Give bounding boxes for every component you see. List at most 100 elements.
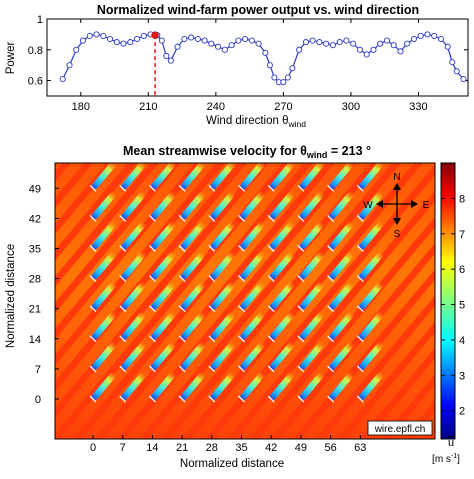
turbine-rotor	[148, 275, 156, 283]
turbine-wake	[240, 221, 265, 250]
turbine-rotor	[297, 365, 305, 373]
turbine-wake	[359, 251, 384, 280]
turbine-rotor	[119, 395, 127, 403]
turbine-wake	[151, 342, 176, 370]
heatmap-stripe	[55, 163, 291, 439]
turbine-rotor	[327, 305, 335, 313]
turbine-rotor	[297, 245, 305, 252]
compass-west-arrow	[376, 200, 383, 208]
heatmap-title-tail: = 213 °	[327, 144, 371, 158]
turbine-rotor	[297, 305, 305, 313]
heatmap-y-ticks: 0 7 14 21 28 35 42 49	[29, 183, 59, 406]
turbine-wake	[359, 281, 384, 310]
turbine-wake	[299, 342, 324, 370]
power-point	[248, 37, 255, 44]
colorbar-unit-sup: -1	[451, 453, 457, 460]
turbine-wake	[269, 281, 295, 310]
turbine-wake	[359, 221, 384, 250]
turbine-wake	[91, 342, 117, 370]
power-point	[201, 37, 208, 44]
turbine-rotor	[89, 245, 97, 252]
top-xtick-label: 270	[274, 101, 292, 113]
turbine-wake	[299, 251, 324, 280]
turbine-rotor	[238, 395, 245, 403]
turbine-rotor	[119, 305, 127, 313]
heatmap-stripe	[55, 163, 181, 439]
turbine-rotor	[356, 305, 364, 313]
heatmap-xtick-label: 49	[295, 442, 307, 454]
turbine-rotor	[178, 245, 186, 252]
turbine-rotor	[148, 335, 156, 343]
top-xtick-label: 210	[139, 101, 157, 113]
turbine-rotor	[119, 184, 127, 192]
heatmap-xtick-label: 21	[176, 442, 188, 454]
power-point	[194, 35, 201, 43]
turbine-rotor	[89, 395, 97, 403]
turbine-wake	[91, 372, 117, 400]
turbine-wake	[359, 372, 384, 400]
turbine-rotor	[89, 365, 97, 373]
turbine-wake	[180, 342, 206, 370]
turbine-wake	[180, 163, 206, 190]
turbine-wake	[91, 163, 117, 190]
colorbar-tick-label: 7	[459, 229, 465, 241]
turbine-rotor	[356, 184, 364, 192]
heatmap-ytick-label: 21	[29, 304, 41, 316]
turbine-wake	[329, 281, 354, 310]
colorbar-label: u	[448, 437, 454, 449]
heatmap-stripe	[55, 163, 379, 439]
turbine-wake	[151, 163, 176, 190]
power-point	[181, 35, 188, 43]
top-chart-title: Normalized wind-farm power output vs. wi…	[97, 3, 419, 17]
turbine-wake	[269, 311, 295, 340]
turbine-rotor	[267, 335, 275, 343]
power-point	[134, 35, 141, 43]
heatmap-ytick-label: 42	[29, 213, 41, 225]
power-point	[262, 49, 269, 56]
turbine-rotor	[267, 214, 275, 222]
heatmap-stripe	[55, 163, 159, 439]
compass-east-arrow	[411, 200, 418, 208]
turbine-rotor	[356, 214, 364, 222]
turbine-rotor	[356, 245, 364, 252]
turbine-rotor	[267, 365, 275, 373]
turbine-wake	[151, 191, 176, 220]
turbine-rotor	[208, 335, 216, 343]
power-point	[215, 43, 222, 50]
turbine-rotor	[267, 184, 275, 192]
turbine-rotor	[89, 305, 97, 313]
turbine-rotor	[119, 214, 127, 222]
heatmap-stripe	[55, 163, 203, 439]
turbine-rotor	[178, 305, 186, 313]
turbine-rotor	[178, 184, 186, 192]
top-ytick-label: 0.8	[28, 45, 43, 57]
turbine-rotor	[356, 335, 364, 343]
turbine-rotor	[238, 245, 245, 252]
heatmap-ytick-label: 7	[35, 364, 41, 376]
turbine-rotor	[297, 395, 305, 403]
colorbar-unit-main: [m s	[432, 454, 451, 465]
turbine-rotor	[178, 365, 186, 373]
turbine-wake	[180, 281, 206, 310]
power-point	[106, 35, 114, 43]
turbine-rotor	[148, 214, 156, 222]
colorbar-tick-label: 8	[459, 193, 465, 205]
turbine-wake	[359, 163, 384, 190]
heatmap-stripe	[278, 163, 435, 439]
turbine-rotor	[148, 245, 156, 252]
heatmap-field	[55, 163, 435, 439]
heatmap-frame	[54, 162, 436, 440]
colorbar-tick-label: 5	[459, 300, 465, 312]
turbine-rotor	[297, 214, 305, 222]
turbine-wake	[240, 311, 265, 340]
power-point	[417, 32, 424, 39]
power-point	[140, 32, 147, 39]
turbine-wake	[329, 342, 354, 370]
colorbar-tick-label: 4	[459, 335, 465, 347]
power-point	[163, 52, 170, 60]
turbine-wake	[269, 191, 295, 220]
top-ytick-label: 1	[37, 14, 43, 26]
turbine-rotor	[178, 395, 186, 403]
power-point	[255, 40, 262, 47]
power-point	[242, 35, 249, 43]
